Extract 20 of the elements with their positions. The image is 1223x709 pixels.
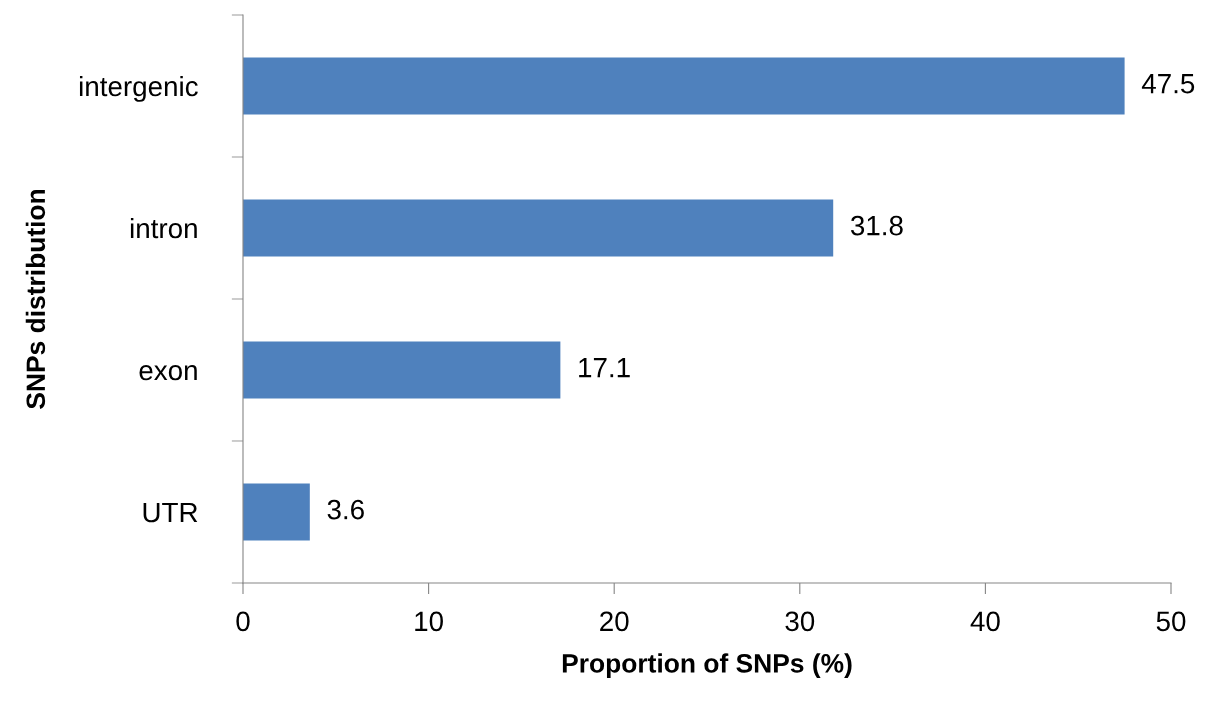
x-tick-label: 20 xyxy=(600,611,629,632)
y-tick-label: UTR xyxy=(143,502,198,523)
x-tick-label: 0 xyxy=(236,611,250,632)
x-axis-title: Proportion of SNPs (%) xyxy=(562,653,852,678)
data-label: 3.6 xyxy=(327,499,364,520)
data-label: 31.8 xyxy=(850,215,903,236)
x-tick-label: 10 xyxy=(415,611,443,632)
bar xyxy=(243,483,310,541)
x-tick-label: 30 xyxy=(785,611,815,632)
data-label: 47.5 xyxy=(1141,74,1195,94)
bar xyxy=(243,199,834,257)
y-tick-label: intergenic xyxy=(79,75,198,102)
y-tick-label: intron xyxy=(130,217,197,239)
x-tick-label: 50 xyxy=(1156,611,1186,632)
bar xyxy=(243,341,561,399)
y-axis-title: SNPs distribution xyxy=(25,189,46,409)
y-tick-label: exon xyxy=(139,365,197,381)
bar xyxy=(243,57,1125,115)
data-label: 17.1 xyxy=(579,358,630,378)
x-tick-label: 40 xyxy=(970,611,1000,632)
